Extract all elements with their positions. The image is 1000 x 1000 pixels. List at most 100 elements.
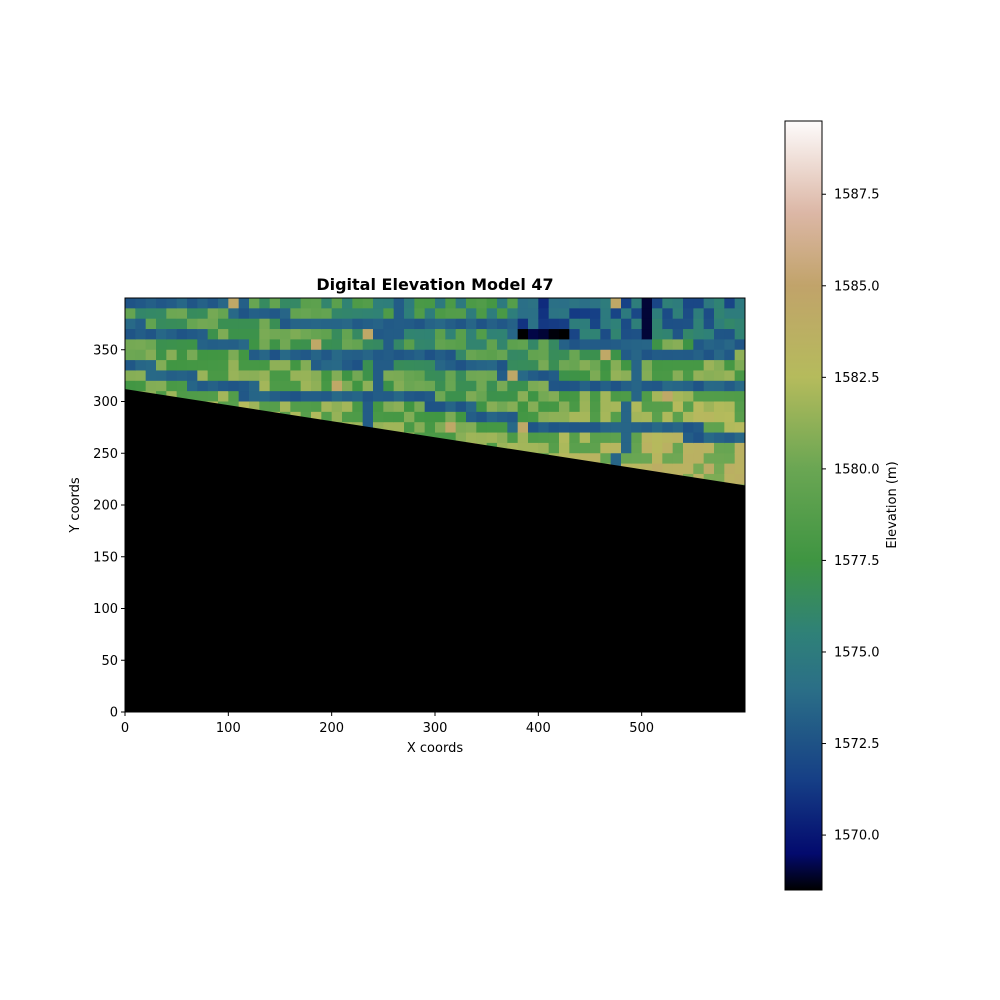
heatmap-cell (528, 360, 539, 372)
heatmap-cell (125, 339, 136, 351)
x-axis: 0 100 200 300 400 500 (121, 712, 654, 736)
heatmap-cell (373, 422, 384, 434)
heatmap-cell (497, 339, 508, 351)
heatmap-cell (693, 298, 705, 309)
heatmap-cell (610, 411, 622, 423)
heatmap-cell (590, 329, 601, 340)
heatmap-cell (445, 308, 457, 320)
heatmap-cell (218, 298, 229, 309)
heatmap-image (125, 298, 745, 506)
heatmap-cell (662, 308, 674, 320)
heatmap-cell (641, 318, 653, 330)
heatmap-cell (662, 442, 674, 454)
heatmap-cell (445, 432, 457, 444)
heatmap-cell (414, 411, 426, 423)
heatmap-cell (404, 380, 415, 392)
heatmap-cell (703, 339, 715, 351)
heatmap-cell (383, 349, 395, 361)
heatmap-cell (352, 318, 364, 330)
heatmap-cell (714, 329, 725, 340)
heatmap-cell (455, 370, 467, 382)
heatmap-cell (641, 349, 653, 361)
heatmap-cell (228, 370, 240, 382)
heatmap-cell (445, 370, 457, 382)
heatmap-cell (600, 308, 612, 320)
heatmap-cell (724, 380, 736, 392)
heatmap-cell (125, 298, 136, 309)
heatmap-cell (703, 298, 715, 309)
heatmap-cell (486, 411, 498, 423)
heatmap-cell (569, 432, 581, 444)
heatmap-cell (466, 329, 477, 340)
heatmap-cell (486, 432, 498, 444)
heatmap-cell (590, 391, 601, 403)
heatmap-cell (517, 360, 529, 372)
heatmap-cell (414, 339, 426, 351)
heatmap-cell (486, 318, 498, 330)
heatmap-cell (166, 339, 178, 351)
heatmap-cell (455, 401, 467, 413)
heatmap-cell (610, 432, 622, 444)
heatmap-cell (590, 339, 601, 351)
heatmap-cell (497, 411, 508, 423)
x-tick-label: 400 (526, 721, 551, 736)
heatmap-cell (683, 318, 694, 330)
heatmap-cell (269, 349, 281, 361)
heatmap-cell (352, 298, 364, 309)
heatmap-cell (703, 401, 715, 413)
heatmap-cell (528, 349, 539, 361)
colorbar: 1570.0 1572.5 1575.0 1577.5 1580.0 1582.5 1585… (784, 120, 900, 891)
heatmap-cell (734, 360, 745, 372)
heatmap-cell (569, 298, 581, 309)
heatmap-cell (176, 339, 188, 351)
heatmap-cell (621, 349, 632, 361)
heatmap-cell (548, 391, 560, 403)
heatmap-cell (734, 380, 745, 392)
heatmap-cell (218, 391, 229, 403)
heatmap-cell (435, 391, 446, 403)
heatmap-cell (672, 308, 684, 320)
heatmap-cell (641, 329, 653, 340)
heatmap-cell (610, 360, 622, 372)
heatmap-cell (631, 370, 643, 382)
heatmap-cell (590, 411, 601, 423)
heatmap-cell (600, 380, 612, 392)
heatmap-cell (714, 463, 725, 475)
heatmap-cell (714, 360, 725, 372)
heatmap-cell (548, 442, 560, 454)
heatmap-cell (269, 360, 281, 372)
heatmap-cell (528, 422, 539, 434)
heatmap-cell (559, 370, 570, 382)
heatmap-cell (342, 360, 353, 372)
heatmap-cell (600, 411, 612, 423)
heatmap-cell (424, 422, 436, 434)
heatmap-cell (414, 318, 426, 330)
heatmap-cell (486, 308, 498, 320)
heatmap-cell (311, 298, 322, 309)
heatmap-cell (579, 453, 591, 465)
heatmap-cell (197, 391, 209, 403)
heatmap-cell (300, 349, 312, 361)
heatmap-cell (373, 339, 384, 351)
heatmap-cell (455, 298, 467, 309)
heatmap-cell (600, 349, 612, 361)
heatmap-cell (125, 329, 136, 340)
heatmap-cell (683, 329, 694, 340)
heatmap-cell (693, 370, 705, 382)
heatmap-cell (724, 442, 736, 454)
heatmap-cell (734, 422, 745, 434)
heatmap-cell (424, 401, 436, 413)
heatmap-cell (579, 329, 591, 340)
heatmap-cell (290, 391, 302, 403)
heatmap-cell (600, 442, 612, 454)
heatmap-cell (321, 411, 333, 423)
heatmap-cell (311, 349, 322, 361)
heatmap-cell (538, 411, 550, 423)
heatmap-cell (197, 349, 209, 361)
heatmap-cell (383, 411, 395, 423)
heatmap-cell (734, 411, 745, 423)
heatmap-cell (466, 339, 477, 351)
heatmap-cell (724, 298, 736, 309)
heatmap-cell (311, 401, 322, 413)
heatmap-cell (466, 391, 477, 403)
